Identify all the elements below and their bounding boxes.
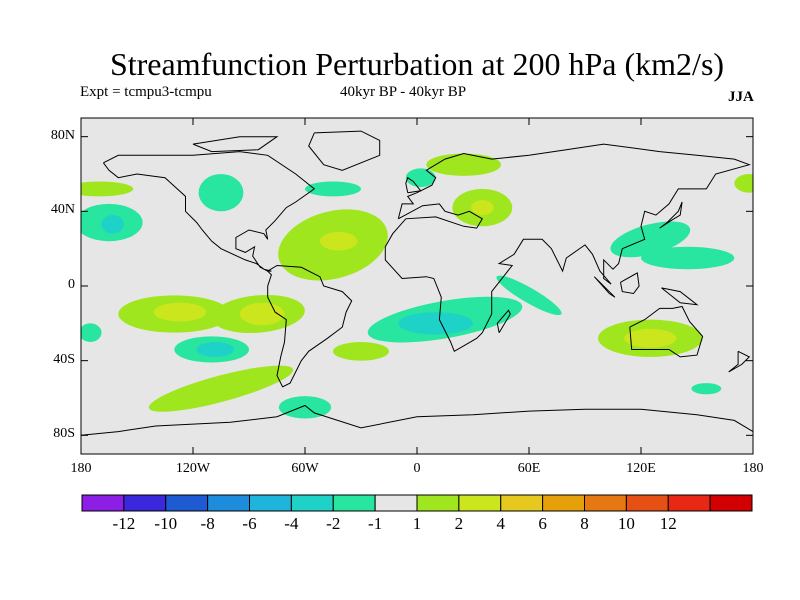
y-tick-label: 40N xyxy=(50,202,75,218)
australia-coast xyxy=(629,305,704,358)
north-america-coast xyxy=(102,151,316,272)
australia-positive-core xyxy=(624,328,677,348)
dateline-positive xyxy=(734,174,753,193)
africa-negative-core xyxy=(398,312,473,335)
arctic-islands-coast xyxy=(192,136,279,153)
x-tick-label: 120W xyxy=(175,461,211,476)
canada-negative xyxy=(198,174,244,212)
season-label: JJA xyxy=(728,89,754,105)
colorbar-swatch xyxy=(709,494,753,512)
anomaly-fields xyxy=(81,153,753,419)
colorbar-swatch xyxy=(500,494,544,512)
experiment-label: Expt = tcmpu3-tcmpu xyxy=(80,84,212,100)
colorbar-label: -8 xyxy=(200,514,215,533)
japan-coast xyxy=(659,201,683,229)
greenland-coast xyxy=(308,130,381,171)
philippines-negative xyxy=(641,246,735,270)
colorbar-swatch xyxy=(416,494,460,512)
tonga-negative xyxy=(81,323,102,342)
new-guinea-coast xyxy=(661,287,699,306)
colorbar-label: 12 xyxy=(659,514,677,533)
colorbar-label: -12 xyxy=(112,514,136,533)
period-label: 40kyr BP - 40kyr BP xyxy=(340,84,467,100)
west-pacific-negative xyxy=(610,221,691,258)
sumatra-coast xyxy=(593,276,616,298)
y-tick-label: 80N xyxy=(50,127,75,143)
x-tick-label: 0 xyxy=(413,461,421,476)
colorbar-swatch xyxy=(123,494,167,512)
bering-positive xyxy=(81,181,134,197)
southern-ocean-positive-band xyxy=(148,365,294,412)
colorbar-swatch xyxy=(584,494,627,512)
scandinavia-positive xyxy=(426,153,501,176)
y-tick-label: 0 xyxy=(68,277,75,292)
north-pacific-negative-core xyxy=(101,215,124,234)
atlantic-positive-core xyxy=(319,231,358,251)
x-tick-label: 180 xyxy=(742,461,764,476)
x-tick-label: 180 xyxy=(70,461,92,476)
colorbar-label: 2 xyxy=(454,514,464,533)
colorbar-swatch xyxy=(625,494,669,512)
x-tick-label: 60E xyxy=(517,461,541,476)
madagascar-coast xyxy=(496,309,511,333)
colorbar-label: -2 xyxy=(326,514,341,533)
colorbar-label: 10 xyxy=(617,514,635,533)
colorbar-swatch xyxy=(332,494,376,512)
x-tick-label: 120E xyxy=(626,461,656,476)
y-tick-label: 40S xyxy=(53,351,75,367)
south-pacific-negative-core xyxy=(196,342,235,357)
north-sea-negative xyxy=(405,168,436,188)
colorbar-swatch xyxy=(165,494,209,512)
colorbar-label: 1 xyxy=(412,514,422,533)
pacific-south-positive-core xyxy=(153,302,207,322)
borneo-indonesia-coast xyxy=(620,272,640,295)
axis-ticks xyxy=(80,118,754,454)
x-tick-label: 60W xyxy=(291,461,319,476)
y-tick-label: 80S xyxy=(53,426,75,442)
south-america-coast xyxy=(267,264,353,388)
eurasia-africa-coast xyxy=(384,143,751,353)
britain-coast xyxy=(405,176,422,194)
antarctica-coast xyxy=(81,404,753,436)
colorbar-label: -1 xyxy=(368,514,383,533)
colorbar-swatch xyxy=(458,494,502,512)
southern-ocean-negative xyxy=(691,383,722,395)
south-atlantic-positive xyxy=(333,342,389,361)
colorbar-swatch xyxy=(249,494,292,512)
colorbar-label: -4 xyxy=(284,514,299,533)
colorbar-swatch xyxy=(207,494,250,512)
indian-ocean-negative xyxy=(496,275,562,316)
colorbar-label: 4 xyxy=(496,514,506,533)
colorbar-label: 6 xyxy=(538,514,547,533)
colorbar-swatch xyxy=(542,494,585,512)
colorbar-swatch xyxy=(667,494,711,512)
new-zealand-coast xyxy=(728,350,751,373)
colorbar-swatch xyxy=(290,494,334,512)
coastlines xyxy=(81,130,753,436)
colorbar-label: -10 xyxy=(154,514,178,533)
chart-title: Streamfunction Perturbation at 200 hPa (… xyxy=(109,46,725,82)
drake-negative xyxy=(278,396,332,419)
colorbar-label: 8 xyxy=(580,514,589,533)
colorbar-swatch xyxy=(374,494,418,512)
colorbar xyxy=(81,494,753,512)
labrador-negative xyxy=(305,181,361,197)
mediterranean-positive-core xyxy=(471,200,494,216)
colorbar-swatch xyxy=(81,494,125,512)
colorbar-label: -6 xyxy=(242,514,257,533)
